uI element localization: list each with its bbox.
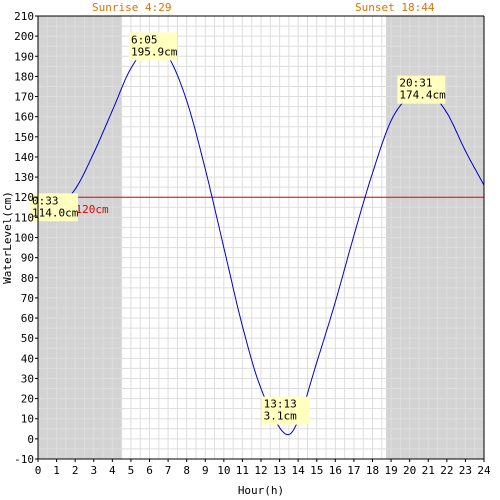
x-axis-label: Hour(h)	[238, 484, 284, 497]
x-tick-label: 22	[440, 464, 453, 477]
y-tick-label: 40	[21, 352, 34, 365]
x-tick-label: 21	[422, 464, 435, 477]
y-tick-labels: -10 0 10 20 30 40 50 60 70 80 90 100 110 120 130 140 150…	[14, 10, 38, 466]
y-tick-label: 10	[21, 413, 34, 426]
y-tick-label: 110	[14, 211, 34, 224]
grid	[37, 15, 485, 460]
annotation-value-3: 174.4cm	[399, 89, 446, 102]
annotation-time-0: 0:33	[32, 194, 59, 207]
x-tick-label: 18	[366, 464, 379, 477]
x-tick-label: 9	[202, 464, 209, 477]
y-tick-label: 170	[14, 91, 34, 104]
y-axis-label: WaterLevel(cm)	[1, 191, 14, 284]
y-tick-label: 150	[14, 131, 34, 144]
annotation-value-1: 195.9cm	[131, 45, 178, 58]
annotation-box-2	[261, 396, 310, 425]
x-tick-label: 19	[384, 464, 397, 477]
x-tick-label: 24	[477, 464, 491, 477]
y-tick-label: 30	[21, 372, 34, 385]
y-tick-label: 200	[14, 30, 34, 43]
x-tick-label: 1	[53, 464, 60, 477]
y-tick-label: 190	[14, 50, 34, 63]
annotation-value-0: 114.0cm	[32, 206, 79, 219]
y-tick-label: -10	[14, 453, 34, 466]
x-tick-label: 5	[128, 464, 135, 477]
x-tick-labels: 0 1 2 3 4 5 6 7 8 9 10 11 12 13 14 15 16 17 18 19 20 21 22 23 24	[35, 459, 491, 477]
y-tick-label: 0	[27, 433, 34, 446]
x-tick-label: 12	[254, 464, 267, 477]
x-tick-label: 23	[459, 464, 472, 477]
annotation-time-3: 20:31	[399, 77, 432, 90]
y-tick-label: 50	[21, 332, 34, 345]
annotation-box-3	[397, 75, 446, 104]
x-tick-label: 8	[183, 464, 190, 477]
y-tick-label: 120	[14, 191, 34, 204]
y-tick-label: 20	[21, 393, 34, 406]
y-tick-label: 90	[21, 252, 34, 265]
x-tick-label: 15	[310, 464, 323, 477]
x-tick-label: 13	[273, 464, 286, 477]
x-tick-label: 17	[347, 464, 360, 477]
y-tick-label: 180	[14, 70, 34, 83]
y-tick-label: 210	[14, 10, 34, 23]
x-tick-label: 2	[72, 464, 79, 477]
annotation-value-2: 3.1cm	[264, 410, 297, 423]
x-tick-label: 11	[236, 464, 249, 477]
annotation-time-2: 13:13	[264, 398, 297, 411]
x-tick-label: 6	[146, 464, 153, 477]
sunset-label: Sunset 18:44	[355, 1, 435, 14]
y-tick-label: 130	[14, 171, 34, 184]
x-tick-label: 4	[109, 464, 116, 477]
y-tick-label: 100	[14, 232, 34, 245]
y-tick-label: 60	[21, 312, 34, 325]
y-tick-label: 160	[14, 111, 34, 124]
x-tick-label: 14	[292, 464, 306, 477]
x-tick-label: 7	[165, 464, 172, 477]
y-tick-label: 70	[21, 292, 34, 305]
sunrise-label: Sunrise 4:29	[92, 1, 171, 14]
annotation-box-1	[128, 32, 177, 61]
x-tick-label: 10	[217, 464, 230, 477]
y-tick-label: 140	[14, 151, 34, 164]
annotation-time-1: 6:05	[131, 33, 158, 46]
x-tick-label: 3	[90, 464, 97, 477]
y-tick-label: 80	[21, 272, 34, 285]
x-tick-label: 20	[403, 464, 416, 477]
x-tick-label: 0	[35, 464, 42, 477]
x-tick-label: 16	[329, 464, 342, 477]
